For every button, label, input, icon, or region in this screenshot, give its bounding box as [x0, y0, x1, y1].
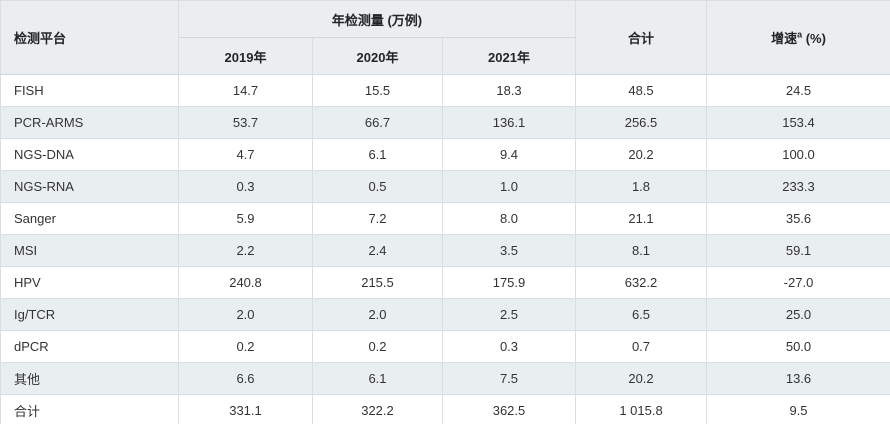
value-cell: 136.1: [442, 106, 576, 139]
value-cell: 35.6: [706, 202, 890, 235]
value-cell: 322.2: [312, 394, 443, 424]
platform-cell: NGS-DNA: [0, 138, 179, 171]
value-cell: 233.3: [706, 170, 890, 203]
value-cell: -27.0: [706, 266, 890, 299]
value-cell: 8.0: [442, 202, 576, 235]
platform-cell: Ig/TCR: [0, 298, 179, 331]
value-cell: 0.2: [312, 330, 443, 363]
value-cell: 2.4: [312, 234, 443, 267]
table-row: Sanger 5.9 7.2 8.0 21.1 35.6: [0, 202, 890, 235]
table-row: MSI 2.2 2.4 3.5 8.1 59.1: [0, 234, 890, 267]
value-cell: 18.3: [442, 74, 576, 107]
value-cell: 1 015.8: [575, 394, 707, 424]
value-cell: 6.5: [575, 298, 707, 331]
value-cell: 21.1: [575, 202, 707, 235]
table-header: 检测平台 年检测量 (万例) 合计 增速a (%) 2019年 2020年 20…: [0, 0, 890, 75]
col-header-total: 合计: [575, 0, 707, 75]
value-cell: 15.5: [312, 74, 443, 107]
value-cell: 5.9: [178, 202, 313, 235]
value-cell: 2.5: [442, 298, 576, 331]
table-row: PCR-ARMS 53.7 66.7 136.1 256.5 153.4: [0, 106, 890, 139]
col-header-year-2021: 2021年: [442, 37, 576, 75]
table-row: NGS-RNA 0.3 0.5 1.0 1.8 233.3: [0, 170, 890, 203]
value-cell: 1.0: [442, 170, 576, 203]
value-cell: 2.0: [178, 298, 313, 331]
value-cell: 175.9: [442, 266, 576, 299]
value-cell: 9.4: [442, 138, 576, 171]
value-cell: 48.5: [575, 74, 707, 107]
col-header-platform: 检测平台: [0, 0, 179, 75]
value-cell: 20.2: [575, 138, 707, 171]
value-cell: 0.3: [442, 330, 576, 363]
value-cell: 7.2: [312, 202, 443, 235]
value-cell: 50.0: [706, 330, 890, 363]
platform-cell: MSI: [0, 234, 179, 267]
growth-unit-text: (%): [802, 31, 826, 46]
platform-cell: Sanger: [0, 202, 179, 235]
value-cell: 240.8: [178, 266, 313, 299]
value-cell: 66.7: [312, 106, 443, 139]
table-row: HPV 240.8 215.5 175.9 632.2 -27.0: [0, 266, 890, 299]
value-cell: 24.5: [706, 74, 890, 107]
value-cell: 0.5: [312, 170, 443, 203]
header-row-years: 2019年 2020年 2021年: [1, 37, 890, 75]
value-cell: 59.1: [706, 234, 890, 267]
platform-cell: HPV: [0, 266, 179, 299]
growth-label-text: 增速: [771, 31, 798, 46]
value-cell: 153.4: [706, 106, 890, 139]
table-row: 合计 331.1 322.2 362.5 1 015.8 9.5: [0, 394, 890, 424]
value-cell: 20.2: [575, 362, 707, 395]
table-row: NGS-DNA 4.7 6.1 9.4 20.2 100.0: [0, 138, 890, 171]
value-cell: 9.5: [706, 394, 890, 424]
platform-cell: dPCR: [0, 330, 179, 363]
value-cell: 14.7: [178, 74, 313, 107]
value-cell: 215.5: [312, 266, 443, 299]
value-cell: 331.1: [178, 394, 313, 424]
value-cell: 1.8: [575, 170, 707, 203]
value-cell: 4.7: [178, 138, 313, 171]
col-header-year-2019: 2019年: [178, 37, 313, 75]
platform-cell: 其他: [0, 362, 179, 395]
value-cell: 0.3: [178, 170, 313, 203]
value-cell: 6.6: [178, 362, 313, 395]
platform-cell: NGS-RNA: [0, 170, 179, 203]
value-cell: 0.7: [575, 330, 707, 363]
header-row-group: 检测平台 年检测量 (万例) 合计 增速a (%): [0, 0, 890, 75]
value-cell: 8.1: [575, 234, 707, 267]
table-row: dPCR 0.2 0.2 0.3 0.7 50.0: [0, 330, 890, 363]
value-cell: 362.5: [442, 394, 576, 424]
platform-cell: PCR-ARMS: [0, 106, 179, 139]
value-cell: 0.2: [178, 330, 313, 363]
value-cell: 632.2: [575, 266, 707, 299]
table-row: Ig/TCR 2.0 2.0 2.5 6.5 25.0: [0, 298, 890, 331]
value-cell: 2.0: [312, 298, 443, 331]
table-body: FISH 14.7 15.5 18.3 48.5 24.5 PCR-ARMS 53.7 66.7…: [0, 74, 890, 424]
table-row: 其他 6.6 6.1 7.5 20.2 13.6: [0, 362, 890, 395]
col-header-annual-volume-group: 年检测量 (万例): [178, 0, 576, 38]
platform-cell: FISH: [0, 74, 179, 107]
platform-cell: 合计: [0, 394, 179, 424]
value-cell: 6.1: [312, 362, 443, 395]
value-cell: 3.5: [442, 234, 576, 267]
table-row: FISH 14.7 15.5 18.3 48.5 24.5: [0, 74, 890, 107]
value-cell: 100.0: [706, 138, 890, 171]
value-cell: 13.6: [706, 362, 890, 395]
col-header-year-2020: 2020年: [312, 37, 443, 75]
col-header-growth: 增速a (%): [706, 0, 890, 75]
value-cell: 2.2: [178, 234, 313, 267]
value-cell: 7.5: [442, 362, 576, 395]
value-cell: 256.5: [575, 106, 707, 139]
value-cell: 25.0: [706, 298, 890, 331]
value-cell: 53.7: [178, 106, 313, 139]
value-cell: 6.1: [312, 138, 443, 171]
growth-footnote-marker: a: [797, 29, 803, 40]
